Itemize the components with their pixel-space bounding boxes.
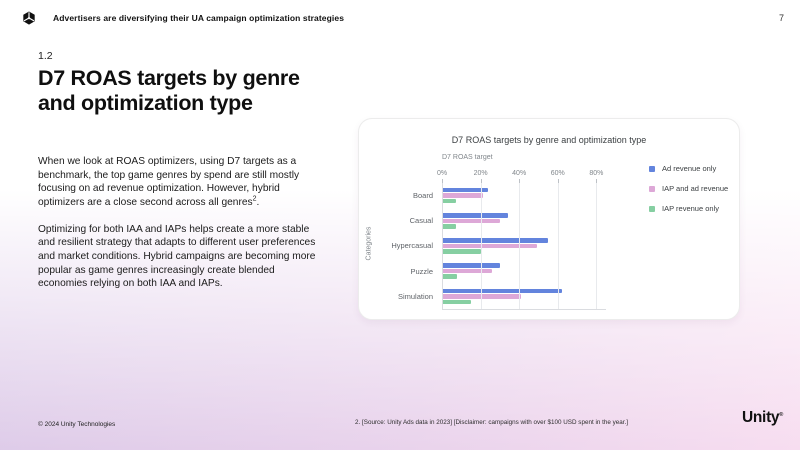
- bar-group-casual: [442, 208, 606, 233]
- chart-legend: Ad revenue only IAP and ad revenue IAP rev…: [649, 164, 728, 213]
- gridline: [557, 183, 559, 309]
- paragraph-2: Optimizing for both IAA and IAPs helps c…: [38, 223, 316, 290]
- gridline: [442, 183, 443, 309]
- x-tick-mark: [480, 179, 482, 183]
- legend-swatch: [649, 165, 655, 172]
- bar: [442, 299, 471, 305]
- gridline: [519, 183, 521, 309]
- footnote-ref: 2: [252, 195, 257, 203]
- gridline: [480, 183, 482, 309]
- bar: [442, 193, 483, 198]
- category-labels: Board Casual Hypercasual Puzzle Simulation: [359, 183, 438, 309]
- bar: [442, 243, 537, 249]
- bar: [442, 268, 493, 274]
- chart-title: D7 ROAS targets by genre and optimizatio…: [451, 135, 647, 145]
- registered-mark: ®: [779, 411, 784, 418]
- x-tick-label: 60%: [550, 170, 565, 177]
- bar: [442, 288, 562, 294]
- x-tick-label: 0%: [436, 170, 448, 177]
- x-tick-mark: [596, 179, 598, 183]
- x-tick-mark: [557, 179, 559, 183]
- bar: [442, 263, 500, 268]
- category-label: Hypercasual: [391, 241, 433, 251]
- category-label: Simulation: [397, 291, 433, 301]
- legend-label: IAP and ad revenue: [662, 184, 729, 193]
- body-copy: When we look at ROAS optimizers, using D…: [38, 155, 318, 291]
- footer-note: 2. [Source: Unity Ads data in 2023] [Dis…: [355, 419, 629, 426]
- x-axis-title: D7 ROAS target: [442, 154, 493, 161]
- bar: [442, 218, 500, 224]
- legend-swatch: [649, 185, 655, 192]
- bar: [442, 249, 481, 254]
- header-title: Advertisers are diversifying their UA ca…: [53, 13, 345, 23]
- bar-group-hypercasual: [442, 233, 606, 258]
- unity-logo-icon: [23, 11, 35, 25]
- legend-label: IAP revenue only: [662, 204, 719, 213]
- bar: [442, 198, 456, 204]
- bar: [442, 274, 458, 279]
- chart-card: D7 ROAS targets by genre and optimizatio…: [358, 118, 740, 320]
- bar-group-simulation: [442, 284, 606, 309]
- bar: [442, 213, 508, 218]
- x-tick-label: 40%: [512, 170, 527, 177]
- bar: [442, 238, 549, 243]
- x-tick-mark: [442, 179, 443, 183]
- bar: [442, 187, 489, 193]
- slide-title: D7 ROAS targets by genre and optimizatio…: [38, 66, 300, 116]
- gridline: [596, 183, 598, 309]
- bar-group-board: [442, 183, 606, 208]
- header: Advertisers are diversifying their UA ca…: [22, 10, 784, 26]
- x-tick-label: 20%: [473, 170, 488, 177]
- footer-brand-logo: Unity®: [742, 409, 784, 426]
- paragraph-1: When we look at ROAS optimizers, using D…: [38, 156, 300, 209]
- legend-item: Ad revenue only: [649, 164, 728, 173]
- legend-item: IAP revenue only: [649, 204, 728, 213]
- legend-item: IAP and ad revenue: [649, 184, 728, 193]
- bar-group-puzzle: [442, 259, 606, 284]
- legend-swatch: [649, 205, 655, 212]
- plot-area: [442, 183, 606, 309]
- x-tick-mark: [519, 179, 521, 183]
- x-tick-label: 80%: [589, 170, 604, 177]
- plot-wrap: Board Casual Hypercasual Puzzle Simulation 0…: [359, 119, 739, 319]
- section-number: 1.2: [38, 50, 53, 62]
- category-label: Puzzle: [410, 266, 433, 276]
- page-number: 7: [778, 13, 784, 23]
- category-label: Casual: [409, 216, 433, 226]
- footer-copyright: © 2024 Unity Technologies: [38, 421, 116, 428]
- category-label: Board: [412, 191, 433, 201]
- legend-label: Ad revenue only: [662, 164, 717, 173]
- bar: [442, 224, 456, 229]
- x-axis-line: [442, 309, 606, 310]
